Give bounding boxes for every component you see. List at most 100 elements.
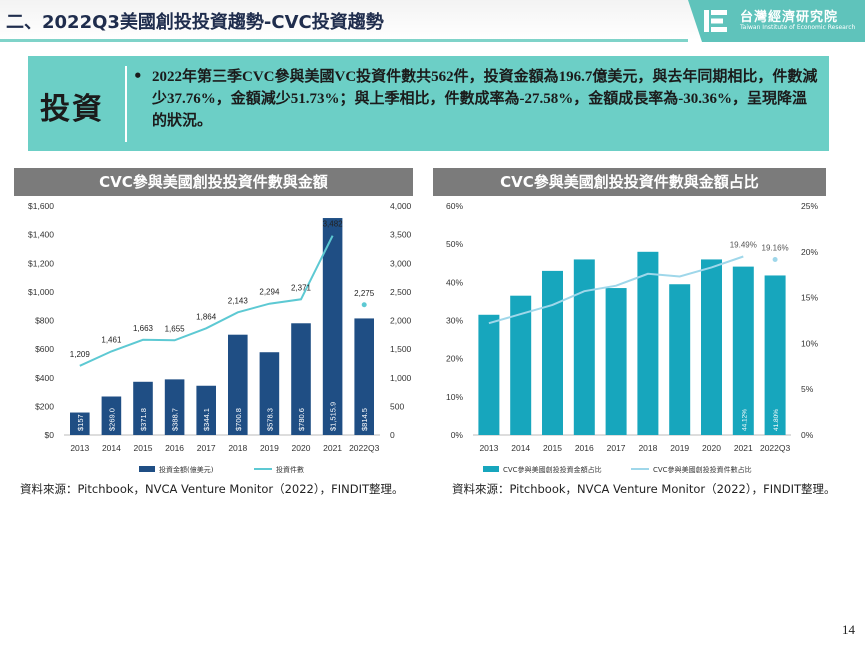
legend-line-label: CVC參與美國創投投資件數占比 xyxy=(653,465,752,474)
y-left-tick-label: $800 xyxy=(35,316,54,326)
line-value-label: 19.16% xyxy=(762,243,789,252)
y-left-tick-label: $400 xyxy=(35,373,54,383)
line-value-label: 3,482 xyxy=(323,220,344,229)
bar-value-label: $700.8 xyxy=(234,408,243,431)
y-right-tick-label: 1,000 xyxy=(390,373,412,383)
y-left-tick-label: $1,400 xyxy=(28,230,54,240)
y-left-tick-label: $200 xyxy=(35,401,54,411)
y-right-tick-label: 15% xyxy=(801,293,818,303)
bar-value-label: 44.12% xyxy=(741,409,748,431)
bar xyxy=(228,334,248,435)
left-chart-title: CVC參與美國創投投資件數與金額 xyxy=(14,168,413,196)
y-right-tick-label: 2,000 xyxy=(390,316,412,326)
line-value-label: 1,209 xyxy=(70,350,91,359)
bar-value-label: $371.8 xyxy=(139,408,148,431)
bar xyxy=(669,284,691,435)
x-tick-label: 2015 xyxy=(543,443,562,453)
y-left-tick-label: 50% xyxy=(446,239,463,249)
investment-label: 投資 xyxy=(40,92,104,127)
line-value-label: 1,663 xyxy=(133,324,154,333)
investment-summary-box xyxy=(28,56,829,151)
y-right-tick-label: 500 xyxy=(390,401,404,411)
bar xyxy=(259,352,280,435)
bar xyxy=(732,266,754,435)
line-last-point xyxy=(361,302,367,308)
x-tick-label: 2022Q3 xyxy=(349,443,380,453)
y-left-tick-label: 30% xyxy=(446,316,463,326)
y-right-tick-label: 3,000 xyxy=(390,258,412,268)
bar xyxy=(701,259,722,435)
line-value-label: 2,275 xyxy=(354,289,375,298)
bar xyxy=(764,275,786,435)
y-right-tick-label: 1,500 xyxy=(390,344,412,354)
bar-value-label: 41.80% xyxy=(773,409,780,431)
y-left-tick-label: $600 xyxy=(35,344,54,354)
y-left-tick-label: 10% xyxy=(446,392,463,402)
line-last-point xyxy=(772,256,778,262)
bar-value-label: $1,515.9 xyxy=(329,402,338,431)
y-right-tick-label: 0% xyxy=(801,430,814,440)
x-tick-label: 2019 xyxy=(670,443,689,453)
bar xyxy=(637,251,659,435)
line-series xyxy=(488,255,744,325)
y-right-tick-label: 20% xyxy=(801,247,818,257)
right-chart-title: CVC參與美國創投投資件數與金額占比 xyxy=(433,168,826,196)
bar-value-label: $814.5 xyxy=(360,408,369,431)
x-tick-label: 2016 xyxy=(575,443,594,453)
x-tick-label: 2016 xyxy=(165,443,184,453)
x-tick-label: 2013 xyxy=(70,443,89,453)
summary-bullet: • xyxy=(133,67,143,85)
bar xyxy=(605,288,627,435)
line-value-label: 1,655 xyxy=(165,324,186,333)
y-left-tick-label: $1,200 xyxy=(28,258,54,268)
line-series xyxy=(79,235,334,367)
tier-logo-icon xyxy=(704,10,727,32)
bar-value-label: $344.1 xyxy=(202,408,211,431)
x-tick-label: 2013 xyxy=(479,443,498,453)
bar xyxy=(542,270,563,435)
x-tick-label: 2019 xyxy=(260,443,279,453)
logo-text-en: Taiwan Institute of Economic Research xyxy=(740,24,856,31)
header-accent-line xyxy=(0,39,688,42)
x-tick-label: 2020 xyxy=(702,443,721,453)
bar xyxy=(133,381,153,435)
bar-value-label: $269.0 xyxy=(107,408,116,431)
y-left-tick-label: $1,600 xyxy=(28,201,54,211)
y-left-tick-label: $1,000 xyxy=(28,287,54,297)
line-value-label: 2,371 xyxy=(291,283,312,292)
bar xyxy=(196,385,216,435)
page-number: 14 xyxy=(842,622,855,637)
bar-value-label: $578.3 xyxy=(265,408,274,431)
line-value-label: 2,143 xyxy=(228,296,249,305)
line-value-label: 1,461 xyxy=(101,335,122,344)
y-left-tick-label: 20% xyxy=(446,354,463,364)
y-left-tick-label: 0% xyxy=(451,430,464,440)
bar xyxy=(70,412,90,435)
x-tick-label: 2014 xyxy=(511,443,530,453)
bar xyxy=(291,323,311,435)
legend-bar-swatch xyxy=(139,466,155,472)
summary-divider xyxy=(125,66,127,142)
left-chart: $0 $200 $400 $600 $800 $1,000 $1,200 $1,400 $1,6… xyxy=(28,201,412,474)
x-tick-label: 2020 xyxy=(292,443,311,453)
y-left-tick-label: 60% xyxy=(446,201,463,211)
x-tick-label: 2022Q3 xyxy=(760,443,791,453)
bar xyxy=(164,379,185,435)
logo-background xyxy=(688,0,865,42)
y-right-tick-label: 0 xyxy=(390,430,395,440)
x-tick-label: 2018 xyxy=(228,443,247,453)
legend-bar-swatch xyxy=(483,466,499,472)
investment-summary-text: 2022年第三季CVC參與美國VC投資件數共562件，投資金額為196.7億美元… xyxy=(152,69,818,129)
legend-bar-label: 投資金額(億美元) xyxy=(159,465,214,474)
bar xyxy=(573,259,595,435)
x-tick-label: 2017 xyxy=(607,443,626,453)
x-tick-label: 2021 xyxy=(323,443,342,453)
right-chart-source: 資料來源：Pitchbook，NVCA Venture Monitor（2022… xyxy=(452,482,836,496)
y-right-tick-label: 10% xyxy=(801,338,818,348)
bar-value-label: $388.7 xyxy=(171,408,180,431)
bar xyxy=(478,314,500,435)
logo-text-cn: 台灣經濟研究院 xyxy=(740,10,839,25)
y-left-tick-label: 40% xyxy=(446,277,463,287)
x-tick-label: 2015 xyxy=(134,443,153,453)
y-right-tick-label: 2,500 xyxy=(390,287,412,297)
